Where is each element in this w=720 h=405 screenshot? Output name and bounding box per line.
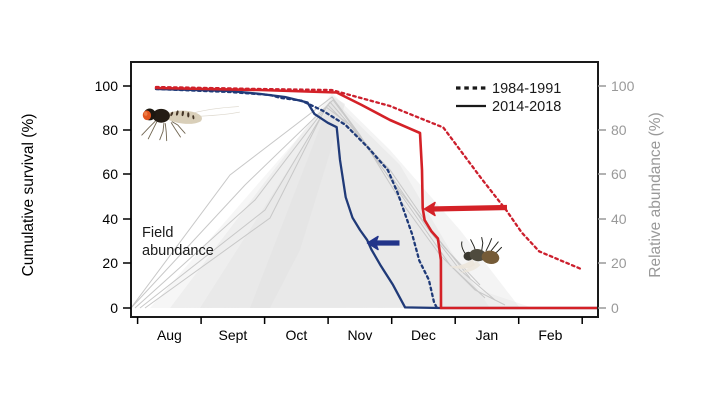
svg-text:Feb: Feb: [538, 327, 562, 343]
svg-text:40: 40: [611, 211, 627, 227]
svg-text:Field: Field: [142, 225, 173, 241]
svg-text:Dec: Dec: [411, 327, 436, 343]
svg-text:Relative abundance (%): Relative abundance (%): [647, 112, 664, 277]
svg-text:60: 60: [611, 166, 627, 182]
svg-text:100: 100: [611, 78, 635, 94]
svg-text:80: 80: [102, 122, 118, 138]
svg-text:Aug: Aug: [157, 327, 182, 343]
svg-text:1984-1991: 1984-1991: [492, 81, 561, 97]
svg-text:20: 20: [611, 255, 627, 271]
svg-text:100: 100: [95, 78, 119, 94]
svg-text:60: 60: [102, 166, 118, 182]
svg-text:Oct: Oct: [286, 327, 308, 343]
svg-text:0: 0: [110, 300, 118, 316]
svg-text:Cumulative survival (%): Cumulative survival (%): [20, 114, 37, 277]
svg-text:20: 20: [102, 255, 118, 271]
svg-text:Nov: Nov: [347, 327, 372, 343]
svg-text:80: 80: [611, 122, 627, 138]
svg-text:Sept: Sept: [218, 327, 247, 343]
svg-text:0: 0: [611, 300, 619, 316]
svg-text:Jan: Jan: [476, 327, 499, 343]
svg-text:2014-2018: 2014-2018: [492, 99, 561, 115]
svg-text:abundance: abundance: [142, 243, 214, 259]
svg-text:40: 40: [102, 211, 118, 227]
